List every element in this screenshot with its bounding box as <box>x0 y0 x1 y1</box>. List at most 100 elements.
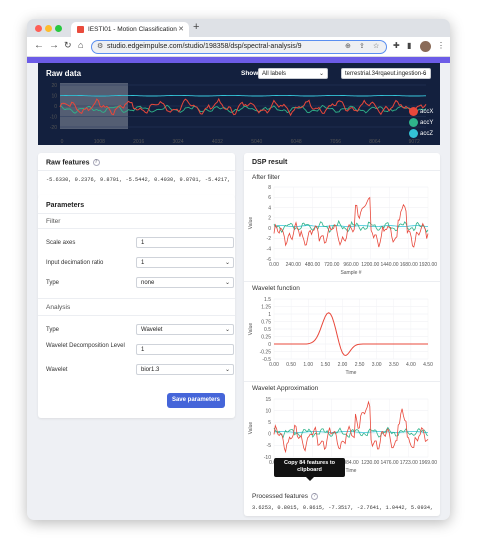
y-axis-label: Value <box>248 323 254 336</box>
minimize-window-button[interactable] <box>45 25 52 32</box>
processed-features-values: 3.6253, 0.8015, 0.8615, -7.3517, -2.7641… <box>252 505 436 511</box>
analysis-type-select[interactable]: Wavelet ⌄ <box>136 324 234 335</box>
legend-label: accY <box>420 120 434 127</box>
back-icon[interactable]: ← <box>34 40 44 51</box>
decimation-select[interactable]: 1 ⌄ <box>136 257 234 268</box>
x-tick-label: 1476.00 <box>380 460 398 466</box>
x-tick-label: 720.00 <box>324 262 340 268</box>
zoom-icon[interactable]: ⊕ <box>345 43 351 50</box>
x-tick-label: 1920.00 <box>419 262 437 268</box>
dsp-result-title: DSP result <box>252 159 288 166</box>
y-tick-label: 20 <box>51 83 57 89</box>
forward-icon[interactable]: → <box>49 40 59 51</box>
legend-item-accx[interactable]: accX <box>409 107 433 116</box>
y-tick-label: -6 <box>267 257 272 263</box>
profile-avatar[interactable] <box>420 41 431 52</box>
legend-swatch-icon <box>409 107 418 116</box>
x-tick-label: 0.00 <box>269 362 279 368</box>
save-parameters-button[interactable]: Save parameters <box>167 393 225 408</box>
share-icon[interactable]: ⇪ <box>359 43 365 50</box>
y-tick-label: 4 <box>268 205 271 211</box>
decomposition-level-input[interactable]: 1 <box>136 344 234 355</box>
legend-item-accz[interactable]: accZ <box>409 129 433 138</box>
studio-header-accent <box>27 57 450 63</box>
label-filter-select[interactable]: All labels ⌄ <box>258 68 328 79</box>
wavelet-function-chart[interactable]: 1.51.25 10.75 0.50.25 0-0.25 -0.50.00 0.50 1.0… <box>244 293 440 379</box>
x-tick-label: 4.00 <box>406 362 416 368</box>
x-tick-label: 5040 <box>251 139 262 145</box>
x-tick-label: 4032 <box>212 139 223 145</box>
x-tick-label: 4.50 <box>423 362 433 368</box>
filter-type-select[interactable]: none ⌄ <box>136 277 234 288</box>
wavelet-function-title: Wavelet function <box>252 285 300 292</box>
sample-select[interactable]: terrestrial.34rqaeut.ingestion-6 ⌄ <box>341 68 431 79</box>
copy-help-icon[interactable]: ? <box>311 493 319 500</box>
home-icon[interactable]: ⌂ <box>78 40 84 50</box>
address-bar[interactable]: ⚙ studio.edgeimpulse.com/studio/198358/d… <box>91 40 387 54</box>
raw-features-card: Raw features? -5.6330, 0.2376, 9.8701, -… <box>38 153 235 199</box>
label-filter-value: All labels <box>262 70 287 77</box>
wavelet-approximation-title: Wavelet Approximation <box>252 385 319 392</box>
maximize-window-button[interactable] <box>55 25 62 32</box>
x-tick-label: 3.50 <box>389 362 399 368</box>
wavelet-label: Wavelet <box>46 367 68 373</box>
x-tick-label: 984.00 <box>343 460 359 466</box>
browser-toolbar: ← → ↻ ⌂ ⚙ studio.edgeimpulse.com/studio/… <box>27 37 450 57</box>
x-tick-label: 2.50 <box>355 362 365 368</box>
sidebar-icon[interactable]: ▮ <box>407 41 412 50</box>
y-tick-label: 0.75 <box>261 319 271 325</box>
x-tick-label: 3.00 <box>372 362 382 368</box>
y-tick-label: 8 <box>268 185 271 191</box>
after-filter-accy-line <box>273 219 429 234</box>
new-tab-icon[interactable]: + <box>193 21 200 33</box>
close-window-button[interactable] <box>35 25 42 32</box>
y-tick-label: 5 <box>268 420 271 426</box>
extensions-icon[interactable]: ✚ <box>393 41 400 50</box>
title-bar: IESTI01 - Motion Classification ✕ + <box>27 19 450 37</box>
x-tick-label: 1723.00 <box>400 460 418 466</box>
x-tick-label: 2.00 <box>338 362 348 368</box>
y-axis-label: Value <box>248 422 254 435</box>
x-tick-label: 0 <box>61 139 64 145</box>
site-info-icon[interactable]: ⚙ <box>97 43 104 50</box>
legend-label: accX <box>420 109 434 116</box>
copy-features-tooltip: Copy 84 features to clipboard <box>274 458 345 481</box>
raw-data-chart[interactable]: 20 10 0 -10 -20 0 1008 2016 3024 4032 5040 6048 705… <box>38 63 440 145</box>
browser-tab[interactable]: IESTI01 - Motion Classification ✕ <box>71 22 189 37</box>
legend-item-accy[interactable]: accY <box>409 118 433 127</box>
browser-window: IESTI01 - Motion Classification ✕ + ← → … <box>27 19 450 520</box>
processed-features-title: Processed features <box>252 493 309 501</box>
y-tick-label: 1.5 <box>264 297 271 303</box>
y-tick-label: 1 <box>268 312 271 318</box>
bookmark-star-icon[interactable]: ☆ <box>373 43 380 50</box>
decimation-label: Input decimation ratio <box>46 260 104 266</box>
more-menu-icon[interactable]: ⋮ <box>437 41 445 50</box>
parameters-card: Parameters Filter Scale axes 1 Input dec… <box>38 195 235 418</box>
x-tick-label: 1.50 <box>320 362 330 368</box>
x-tick-label: 1008 <box>94 139 105 145</box>
after-filter-accz-line <box>273 225 429 227</box>
help-icon[interactable]: ? <box>92 159 100 166</box>
legend-swatch-icon <box>409 129 418 138</box>
filter-type-label: Type <box>46 280 60 286</box>
wavelet-function-line <box>274 312 428 357</box>
y-tick-label: 0.5 <box>264 327 271 333</box>
tab-close-icon[interactable]: ✕ <box>178 26 184 33</box>
scale-axes-input[interactable]: 1 <box>136 237 234 248</box>
chevron-down-icon: ⌄ <box>224 327 230 333</box>
chevron-down-icon: ⌄ <box>318 71 324 77</box>
analysis-section-title: Analysis <box>46 304 71 311</box>
accz-series-line <box>59 94 426 97</box>
wavelet-select[interactable]: bior1.3 ⌄ <box>136 364 234 375</box>
x-tick-label: 1969.00 <box>419 460 437 466</box>
legend-label: accZ <box>420 131 434 138</box>
x-tick-label: 1440.00 <box>380 262 398 268</box>
x-axis-label: Sample # <box>340 270 361 276</box>
y-tick-label: 0 <box>268 226 271 232</box>
raw-features-values: -5.6330, 0.2376, 9.8701, -5.5442, 0.4030… <box>46 177 231 183</box>
dsp-result-card: DSP result After filter 8 6 4 2 0 -2 -4 -6 0.00 2… <box>244 153 440 516</box>
x-axis-label: Time <box>346 370 357 376</box>
x-tick-label: 0.00 <box>269 262 279 268</box>
reload-icon[interactable]: ↻ <box>64 40 72 50</box>
